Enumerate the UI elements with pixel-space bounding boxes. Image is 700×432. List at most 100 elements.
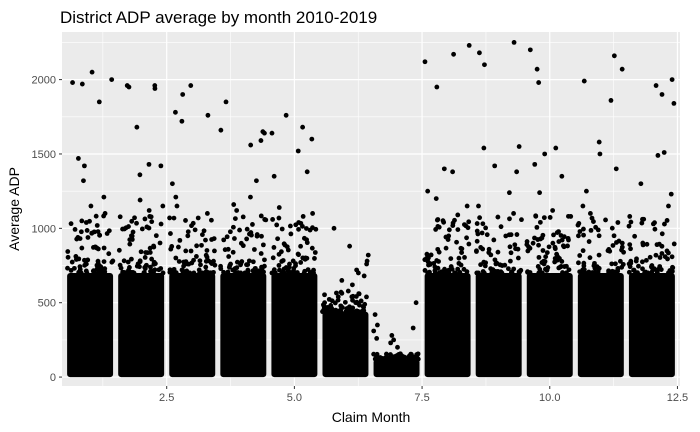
data-point xyxy=(69,259,75,265)
outlier-point xyxy=(466,42,472,48)
outlier-point xyxy=(146,208,152,213)
data-point xyxy=(201,228,207,234)
data-point xyxy=(649,270,654,276)
data-point xyxy=(129,218,135,224)
outlier-point xyxy=(364,261,369,267)
data-point xyxy=(276,251,282,257)
data-point xyxy=(507,216,512,222)
data-point xyxy=(125,259,131,265)
data-point xyxy=(434,258,440,263)
outlier-point xyxy=(410,325,416,331)
data-point xyxy=(65,249,71,254)
data-point xyxy=(298,260,304,265)
outlier-point xyxy=(596,139,602,145)
data-point xyxy=(443,245,449,251)
data-point xyxy=(117,214,123,220)
data-point xyxy=(508,250,514,256)
data-point xyxy=(408,351,414,357)
data-point xyxy=(312,250,318,255)
outlier-point xyxy=(82,163,87,169)
data-point xyxy=(191,270,197,276)
outlier-point xyxy=(627,214,633,219)
data-point xyxy=(250,259,256,265)
data-point xyxy=(371,351,377,357)
data-point xyxy=(258,251,264,256)
data-point xyxy=(244,226,250,232)
data-point xyxy=(218,266,224,272)
data-point xyxy=(596,252,602,258)
outlier-point xyxy=(581,78,587,84)
dense-point-cluster xyxy=(577,272,624,378)
data-point xyxy=(455,227,461,233)
data-point xyxy=(138,249,144,255)
data-point xyxy=(274,222,280,228)
outlier-point xyxy=(81,178,86,184)
data-point xyxy=(610,243,616,248)
data-point xyxy=(185,233,191,239)
data-point xyxy=(554,230,560,236)
outlier-point xyxy=(75,156,81,161)
data-point xyxy=(645,270,651,276)
data-point xyxy=(225,246,231,252)
outlier-point xyxy=(668,191,674,197)
data-point xyxy=(79,245,85,251)
data-point xyxy=(84,228,90,233)
dense-point-cluster xyxy=(118,272,165,378)
data-point xyxy=(168,231,173,236)
outlier-point xyxy=(79,81,85,87)
outlier-point xyxy=(597,151,603,157)
data-point xyxy=(149,219,155,225)
data-point xyxy=(409,356,415,361)
data-point xyxy=(290,258,296,264)
data-point xyxy=(243,270,249,276)
data-point xyxy=(132,215,137,221)
data-point xyxy=(144,262,149,268)
data-point xyxy=(576,260,581,266)
data-point xyxy=(435,265,441,271)
data-point xyxy=(626,269,632,275)
y-tick-label: 500 xyxy=(38,298,56,310)
data-point xyxy=(576,221,582,226)
data-point xyxy=(301,235,307,241)
data-point xyxy=(441,219,447,225)
dense-point-cluster xyxy=(220,272,267,378)
data-point xyxy=(596,233,602,239)
data-point xyxy=(333,307,339,313)
outlier-point xyxy=(481,145,487,151)
outlier-point xyxy=(231,202,237,207)
outlier-point xyxy=(550,208,556,213)
data-point xyxy=(606,247,612,252)
data-point xyxy=(480,221,486,227)
outlier-point xyxy=(374,336,380,341)
data-point xyxy=(194,254,199,259)
data-point xyxy=(560,270,565,275)
data-point xyxy=(631,267,637,273)
outlier-point xyxy=(422,59,428,65)
dense-point-cluster xyxy=(169,272,216,378)
data-point xyxy=(200,232,205,238)
data-point xyxy=(671,241,677,247)
data-point xyxy=(127,265,132,270)
data-point xyxy=(211,269,216,275)
outlier-point xyxy=(124,83,130,88)
data-point xyxy=(507,258,513,264)
data-point xyxy=(309,245,315,251)
data-point xyxy=(524,239,530,244)
data-point xyxy=(452,270,458,276)
data-point xyxy=(350,297,355,303)
data-point xyxy=(110,258,116,264)
dense-point-cluster xyxy=(67,272,114,378)
data-point xyxy=(298,243,304,249)
data-point xyxy=(338,309,344,315)
data-point xyxy=(94,245,100,251)
data-point xyxy=(97,232,103,238)
outlier-point xyxy=(568,214,574,219)
data-point xyxy=(260,242,266,248)
outlier-point xyxy=(477,50,482,56)
data-point xyxy=(498,269,504,275)
data-point xyxy=(628,246,633,252)
data-point xyxy=(543,266,548,272)
data-point xyxy=(94,223,100,228)
outlier-point xyxy=(511,40,517,45)
data-point xyxy=(662,221,667,227)
